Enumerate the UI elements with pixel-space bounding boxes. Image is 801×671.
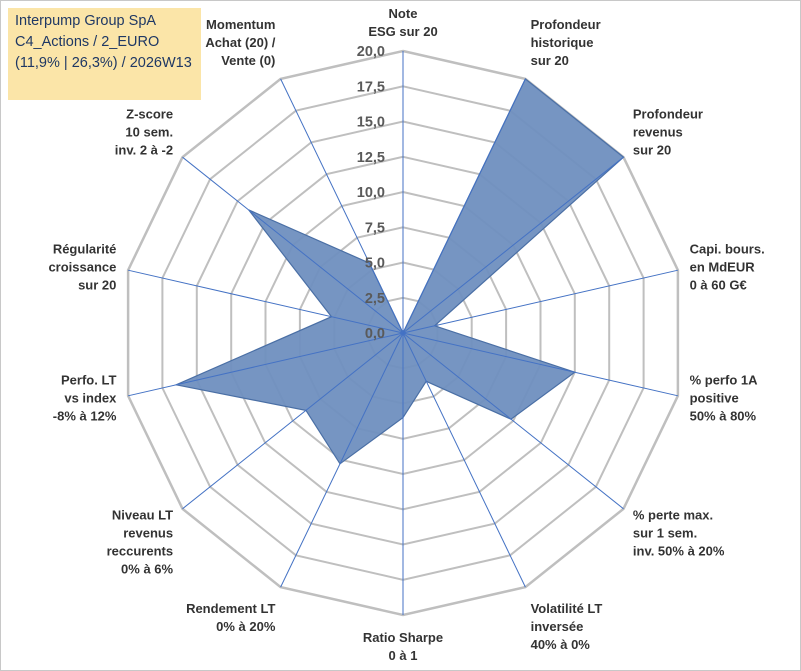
axis-label-12-line-0: Z-score (126, 107, 173, 122)
axis-label-7-line-0: Ratio Sharpe (363, 630, 443, 645)
series-layer (174, 77, 625, 465)
axis-label-6-line-2: 40% à 0% (531, 637, 591, 652)
axis-label-4-line-0: % perfo 1A (690, 372, 759, 387)
title-line-2: C4_Actions / 2_EURO (15, 34, 160, 50)
axis-label-9-line-0: Niveau LT (112, 507, 173, 522)
tick-label-0: 0,0 (365, 326, 385, 342)
axis-label-11-line-1: croissance (48, 260, 116, 275)
axis-label-2: Profondeur revenus sur 20 (633, 107, 703, 158)
axis-label-12-line-1: 10 sem. (125, 125, 173, 140)
axis-label-3-line-2: 0 à 60 G€ (690, 278, 747, 293)
axis-label-3: Capi. bours. en MdEUR 0 à 60 G€ (690, 242, 765, 293)
tick-label-8: 20,0 (357, 44, 385, 60)
spoke-3 (402, 269, 679, 334)
axis-label-layer: Note ESG sur 20 Profondeur historique sur 20… (48, 6, 764, 663)
spoke-5 (402, 332, 624, 510)
tick-label-4: 10,0 (357, 185, 385, 201)
tick-label-6: 15,0 (357, 115, 385, 131)
axis-label-0-line-1: ESG sur 20 (368, 24, 437, 39)
axis-label-2-line-2: sur 20 (633, 143, 671, 158)
axis-label-4-line-2: 50% à 80% (690, 408, 757, 423)
axis-label-7: Ratio Sharpe 0 à 1 (363, 630, 443, 663)
tick-label-7: 17,5 (357, 79, 385, 95)
chart-title-box: Interpump Group SpA C4_Actions / 2_EURO … (8, 8, 201, 100)
axis-label-8-line-0: Rendement LT (186, 601, 275, 616)
spoke-8 (280, 332, 404, 588)
axis-label-13-line-0: Momentum (206, 17, 275, 32)
axis-label-8: Rendement LT 0% à 20% (186, 601, 276, 634)
axis-label-1: Profondeur historique sur 20 (531, 17, 601, 68)
axis-label-3-line-1: en MdEUR (690, 260, 756, 275)
tick-layer: 0,0 2,5 5,0 7,5 10,0 12,5 15,0 17,5 20,0 (357, 44, 385, 342)
axis-label-7-line-1: 0 à 1 (389, 648, 418, 663)
axis-label-9-line-3: 0% à 6% (121, 561, 173, 576)
axis-label-10-line-0: Perfo. LT (61, 372, 116, 387)
tick-label-1: 2,5 (365, 291, 385, 307)
axis-label-10: Perfo. LT vs index -8% à 12% (53, 372, 117, 423)
spoke-4 (402, 332, 679, 397)
axis-label-4: % perfo 1A positive 50% à 80% (690, 372, 759, 423)
title-line-1: Interpump Group SpA (15, 13, 157, 29)
spoke-13 (280, 78, 404, 334)
axis-label-6: Volatilité LT inversée 40% à 0% (531, 601, 603, 652)
axis-label-9: Niveau LT revenus reccurents 0% à 6% (107, 507, 174, 576)
tick-label-3: 7,5 (365, 220, 385, 236)
axis-label-1-line-1: historique (531, 35, 594, 50)
axis-label-6-line-0: Volatilité LT (531, 601, 603, 616)
axis-label-12-line-2: inv. 2 à -2 (115, 143, 173, 158)
axis-label-5: % perte max. sur 1 sem. inv. 50% à 20% (633, 507, 725, 558)
axis-label-13: Momentum Achat (20) / Vente (0) (205, 17, 275, 68)
axis-label-11: Régularité croissance sur 20 (48, 242, 116, 293)
spoke-1 (402, 78, 526, 334)
axis-label-13-line-2: Vente (0) (221, 53, 275, 68)
axis-label-5-line-0: % perte max. (633, 507, 713, 522)
title-line-3: (11,9% | 26,3%) / 2026W13 (15, 55, 192, 71)
spoke-12 (182, 156, 404, 334)
spoke-6 (402, 332, 526, 588)
axis-label-8-line-1: 0% à 20% (216, 619, 276, 634)
spoke-10 (127, 332, 404, 397)
axis-label-6-line-1: inversée (531, 619, 584, 634)
tick-label-2: 5,0 (365, 256, 385, 272)
axis-label-12: Z-score 10 sem. inv. 2 à -2 (115, 107, 173, 158)
axis-label-13-line-1: Achat (20) / (205, 35, 275, 50)
axis-label-11-line-0: Régularité (53, 242, 117, 257)
axis-label-9-line-1: revenus (123, 525, 173, 540)
axis-label-10-line-1: vs index (64, 390, 117, 405)
spoke-9 (182, 332, 404, 510)
axis-label-0: Note ESG sur 20 (368, 6, 437, 39)
axis-label-3-line-0: Capi. bours. (690, 242, 765, 257)
axis-label-2-line-1: revenus (633, 125, 683, 140)
axis-label-5-line-2: inv. 50% à 20% (633, 543, 725, 558)
axis-label-2-line-0: Profondeur (633, 107, 703, 122)
axis-label-1-line-2: sur 20 (531, 53, 569, 68)
axis-label-10-line-2: -8% à 12% (53, 408, 117, 423)
axis-label-1-line-0: Profondeur (531, 17, 601, 32)
axis-label-9-line-2: reccurents (107, 543, 173, 558)
spoke-2 (402, 156, 624, 334)
axis-label-4-line-1: positive (690, 390, 739, 405)
axis-label-11-line-2: sur 20 (78, 278, 116, 293)
axis-label-0-line-0: Note (389, 6, 418, 21)
series-area (174, 77, 625, 465)
spoke-11 (127, 269, 404, 334)
axis-label-5-line-1: sur 1 sem. (633, 525, 697, 540)
tick-label-5: 12,5 (357, 150, 385, 166)
spoke-layer (127, 51, 679, 615)
